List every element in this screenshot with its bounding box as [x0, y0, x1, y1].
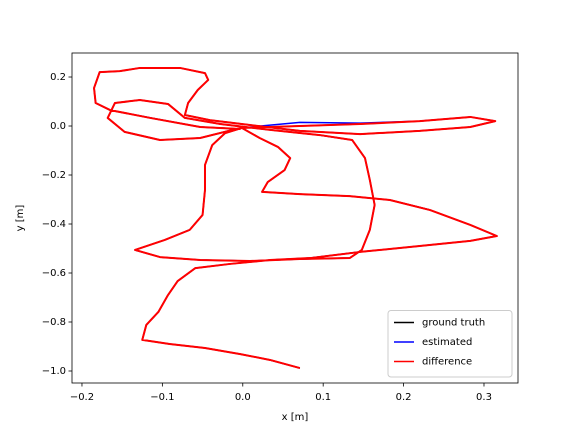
legend-box: [387, 310, 513, 378]
y-tick-label: −0.6: [42, 268, 66, 279]
trajectory-line: [93, 66, 498, 370]
x-tick-label: −0.1: [150, 392, 174, 403]
legend-label: estimated: [422, 337, 472, 348]
x-tick-label: 0.1: [315, 392, 331, 403]
x-axis-label: x [m]: [282, 412, 309, 423]
y-tick-label: 0.0: [50, 121, 66, 132]
plot-frame: [71, 52, 519, 384]
x-tick-label: 0.2: [396, 392, 412, 403]
x-tick-label: 0.0: [235, 392, 251, 403]
y-tick-label: −0.8: [42, 317, 66, 328]
y-axis-label: y [m]: [15, 205, 26, 232]
x-tick-label: −0.2: [70, 392, 94, 403]
y-tick-label: −0.2: [42, 170, 66, 181]
y-tick-label: 0.2: [50, 72, 66, 83]
legend-label: ground truth: [422, 318, 485, 329]
legend: ground truth estimated difference: [387, 310, 513, 378]
legend-label: difference: [422, 357, 472, 368]
y-tick-label: −1.0: [42, 366, 66, 377]
x-tick-label: 0.3: [476, 392, 492, 403]
y-tick-label: −0.4: [42, 219, 66, 230]
